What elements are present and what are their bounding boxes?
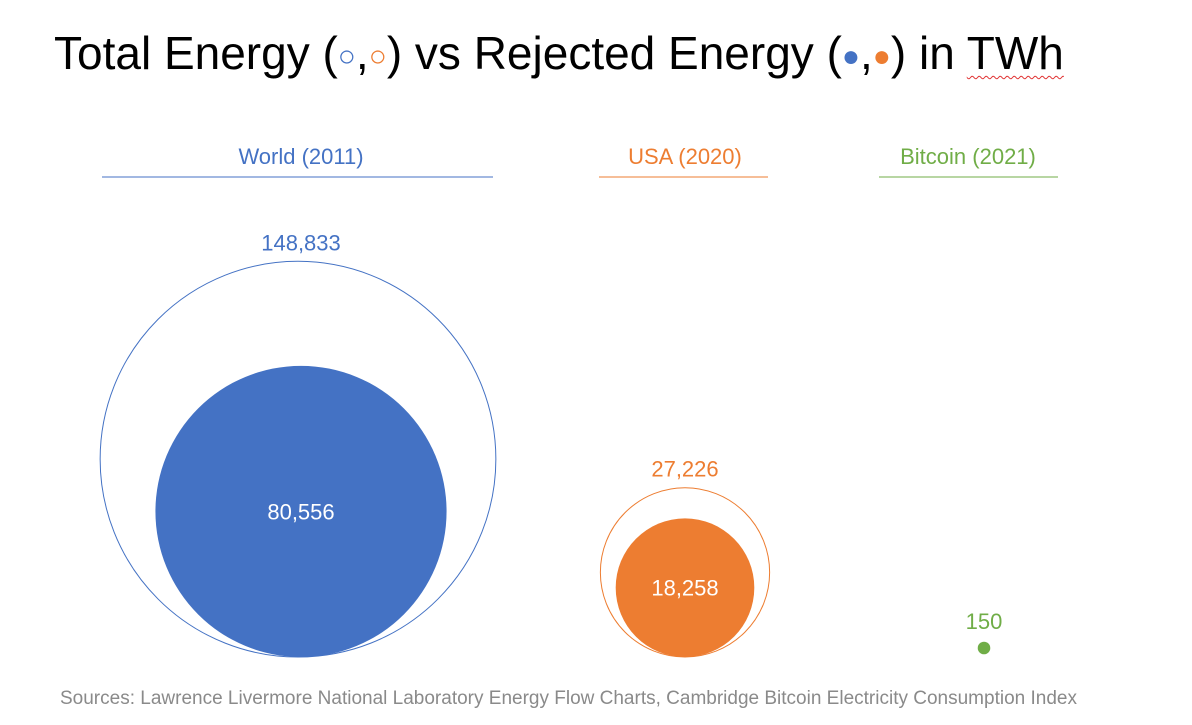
title-unit: TWh [966,27,1064,79]
usa-rejected-marker-icon: ● [872,40,891,73]
title-middle: ) vs Rejected Energy ( [386,27,842,79]
usa-total-bubble [599,487,771,658]
title-separator: , [355,27,369,79]
title-separator: , [860,27,873,79]
bitcoin-total-bubble [977,641,991,655]
usa-rejected-value-label: 18,258 [651,576,718,601]
bitcoin-total-value-label: 150 [966,609,1003,634]
bitcoin-group-label: Bitcoin (2021) [900,144,1036,169]
world-rejected-bubble [155,365,447,657]
usa-rejected-bubble [615,518,755,657]
world-rejected-marker-icon: ● [841,40,861,73]
world-total-marker-icon: ○ [337,40,356,73]
title-prefix: Total Energy ( [54,27,338,79]
world-total-bubble [99,260,497,658]
title-suffix: ) in [890,27,967,79]
world-total-value-label: 148,833 [261,230,341,255]
world-rejected-value-label: 80,556 [267,499,334,524]
chart-title: Total Energy (○,○) vs Rejected Energy (●… [54,30,1064,76]
usa-total-marker-icon: ○ [368,40,387,73]
usa-total-value-label: 27,226 [651,457,718,482]
usa-group-label: USA (2020) [628,144,742,169]
world-group-label: World (2011) [238,144,363,169]
source-note: Sources: Lawrence Livermore National Lab… [60,688,1077,709]
